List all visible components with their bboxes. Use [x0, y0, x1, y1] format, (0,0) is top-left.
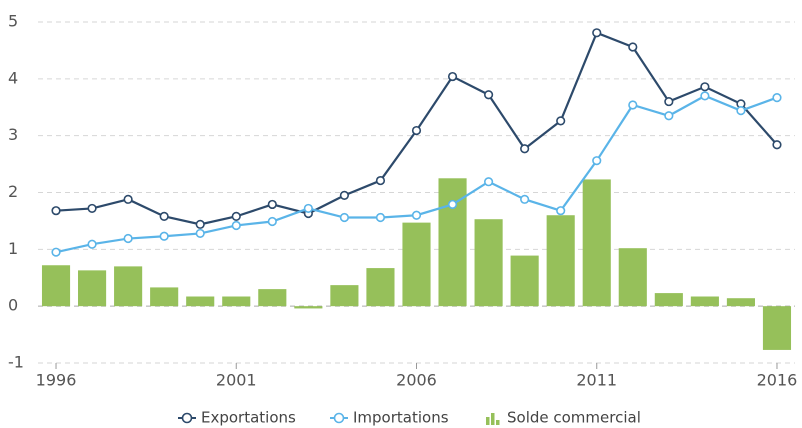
point — [628, 42, 638, 52]
bar — [114, 266, 143, 307]
point — [123, 233, 133, 244]
bar — [690, 296, 719, 307]
point — [375, 212, 386, 223]
bar — [294, 306, 323, 309]
bar — [402, 222, 431, 307]
point — [51, 247, 61, 257]
bar — [222, 296, 251, 307]
y-tick-label: 4 — [8, 68, 18, 87]
point — [411, 125, 422, 136]
point — [700, 91, 710, 101]
point — [123, 194, 133, 204]
x-tick-label: 2016 — [757, 371, 798, 390]
bar — [186, 296, 215, 307]
point — [375, 175, 386, 186]
y-tick-label: -1 — [8, 353, 24, 372]
point — [159, 231, 169, 241]
x-tick-label: 2006 — [396, 371, 437, 390]
point — [159, 211, 169, 221]
point — [520, 194, 530, 204]
bar — [510, 255, 539, 307]
point — [700, 82, 710, 92]
point — [87, 203, 97, 214]
x-tick-label: 2011 — [576, 371, 617, 390]
bar — [330, 285, 359, 307]
point — [664, 96, 674, 107]
legend-symbol — [496, 420, 500, 425]
point — [772, 92, 782, 103]
point — [556, 206, 566, 216]
bar — [726, 298, 755, 307]
point — [51, 206, 61, 216]
bar — [582, 179, 611, 307]
point — [303, 203, 313, 214]
legend-symbol — [333, 412, 345, 424]
point — [87, 239, 97, 249]
point — [483, 90, 494, 100]
x-tick-label: 2001 — [216, 371, 257, 390]
point — [267, 216, 277, 227]
bar — [762, 306, 792, 350]
point — [556, 116, 566, 126]
legend-label: Solde commercial — [507, 409, 641, 427]
legend-symbol — [486, 417, 490, 425]
point — [195, 228, 205, 239]
point — [195, 219, 205, 229]
bar — [78, 270, 107, 307]
bar — [546, 215, 575, 307]
point — [231, 211, 241, 221]
point — [447, 71, 458, 82]
bar — [474, 219, 503, 307]
bar — [366, 268, 395, 307]
y-tick-label: 2 — [8, 182, 18, 201]
point — [736, 106, 746, 116]
x-tick-label: 1996 — [36, 371, 77, 390]
point — [339, 190, 350, 200]
point — [520, 144, 530, 154]
point — [772, 140, 782, 150]
legend-symbol — [181, 412, 193, 424]
bar — [654, 293, 683, 307]
bar — [258, 289, 287, 307]
point — [231, 220, 241, 231]
legend-label: Importations — [353, 409, 449, 427]
legend-label: Exportations — [201, 409, 296, 427]
bar — [618, 248, 647, 307]
y-tick-label: 3 — [8, 125, 18, 144]
point — [267, 199, 277, 210]
y-tick-label: 0 — [8, 296, 18, 315]
bar — [41, 265, 71, 307]
point — [592, 28, 602, 38]
y-tick-label: 1 — [8, 239, 18, 258]
point — [339, 212, 350, 223]
point — [664, 111, 674, 121]
point — [447, 199, 458, 210]
y-tick-label: 5 — [8, 12, 18, 31]
point — [592, 156, 602, 166]
point — [628, 100, 638, 110]
point — [411, 210, 422, 220]
bar — [150, 287, 179, 307]
legend-symbol — [491, 413, 495, 425]
point — [483, 177, 494, 187]
